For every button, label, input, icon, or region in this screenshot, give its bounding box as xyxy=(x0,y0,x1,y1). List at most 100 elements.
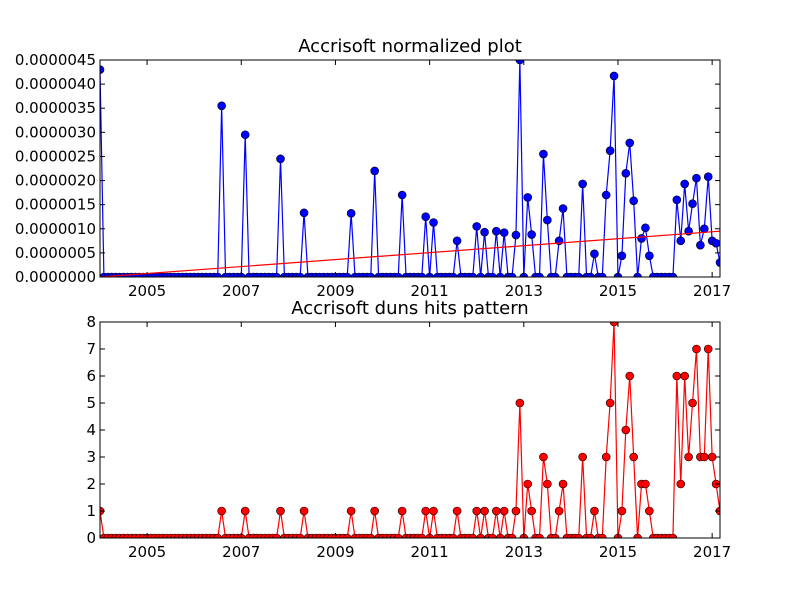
plot-area xyxy=(100,322,740,538)
data-point xyxy=(590,249,599,259)
data-point xyxy=(488,272,497,277)
data-point xyxy=(719,536,720,538)
x-tick-label: 2011 xyxy=(411,282,449,300)
data-point xyxy=(633,272,642,277)
data-point xyxy=(625,138,635,148)
data-point xyxy=(732,507,740,515)
data-point xyxy=(421,506,431,516)
data-point xyxy=(550,533,560,538)
data-point xyxy=(342,533,352,538)
data-point xyxy=(217,101,226,111)
data-point xyxy=(680,371,689,381)
y-tick-label: 0.0000025 xyxy=(15,147,96,165)
y-tick-label: 0.0000045 xyxy=(15,51,96,69)
x-tick-label: 2017 xyxy=(693,543,731,561)
data-point xyxy=(393,272,403,277)
data-point xyxy=(645,506,654,516)
data-point xyxy=(637,234,646,243)
data-point xyxy=(680,179,689,189)
data-point xyxy=(586,272,595,277)
data-point xyxy=(621,425,631,435)
data-point xyxy=(515,398,525,408)
chart-title: Accrisoft normalized plot xyxy=(298,36,522,57)
y-tick-label: 1 xyxy=(86,502,96,520)
data-point xyxy=(633,533,642,538)
series-group xyxy=(100,322,740,538)
y-tick-label: 6 xyxy=(86,367,96,385)
data-point xyxy=(429,506,438,516)
data-point xyxy=(492,226,501,236)
data-point xyxy=(692,173,701,183)
data-point xyxy=(539,149,548,159)
data-point xyxy=(535,533,544,538)
data-point xyxy=(728,507,736,515)
data-point xyxy=(295,272,305,277)
data-point xyxy=(213,533,223,538)
data-point xyxy=(276,506,285,516)
data-point xyxy=(511,230,521,240)
data-point xyxy=(719,275,720,277)
data-point xyxy=(543,479,552,489)
data-point xyxy=(523,479,533,489)
data-point xyxy=(621,169,631,178)
data-point xyxy=(535,272,544,277)
data-point xyxy=(468,272,478,277)
data-point xyxy=(480,506,489,516)
data-point xyxy=(527,506,536,516)
y-tick-label: 0.0000010 xyxy=(15,220,96,238)
data-point xyxy=(707,452,717,462)
data-point xyxy=(342,272,352,277)
data-point xyxy=(684,452,693,462)
y-tick-label: 0.0000000 xyxy=(15,268,96,286)
data-point xyxy=(370,166,379,176)
series-group xyxy=(100,60,740,277)
y-tick-label: 4 xyxy=(86,421,96,439)
axis-ticks: 0.0000000 0.0000005 0.0000010 0.0000015 0.00… xyxy=(15,51,731,300)
data-point xyxy=(597,272,607,277)
y-tick-label: 0.0000015 xyxy=(15,196,96,214)
data-point xyxy=(472,222,482,231)
data-point xyxy=(728,254,736,262)
data-point xyxy=(370,506,379,516)
y-tick-label: 0 xyxy=(86,529,96,547)
data-point xyxy=(597,533,607,538)
data-point xyxy=(397,506,407,516)
data-point xyxy=(213,272,223,277)
y-tick-label: 0.0000035 xyxy=(15,99,96,117)
y-tick-label: 0.0000005 xyxy=(15,244,96,262)
data-point xyxy=(578,179,587,189)
y-tick-label: 2 xyxy=(86,475,96,493)
x-tick-label: 2011 xyxy=(411,543,449,561)
data-point xyxy=(217,506,226,516)
data-point xyxy=(527,230,536,239)
data-point xyxy=(507,272,517,277)
data-point xyxy=(240,130,250,140)
data-point xyxy=(668,533,678,538)
y-tick-label: 3 xyxy=(86,448,96,466)
duns-hits-chart: Accrisoft duns hits pattern 0 1 2 3 4 5 6 7 8 200… xyxy=(86,298,740,561)
data-point xyxy=(641,479,650,489)
data-point xyxy=(543,215,552,225)
data-point xyxy=(696,240,705,250)
axes-frame xyxy=(99,59,721,278)
x-tick-label: 2009 xyxy=(316,282,354,300)
data-point xyxy=(692,344,701,354)
data-point xyxy=(346,506,356,516)
data-point xyxy=(590,506,599,516)
data-point xyxy=(366,272,376,277)
data-point xyxy=(732,255,740,263)
data-point xyxy=(429,218,438,227)
data-point xyxy=(240,506,250,516)
data-point xyxy=(452,236,462,246)
data-point xyxy=(488,533,497,538)
data-point xyxy=(272,533,281,538)
normalized-plot-chart: Accrisoft normalized plot 0.00000000.000… xyxy=(15,36,740,300)
data-point xyxy=(468,533,478,538)
data-point xyxy=(641,223,650,233)
data-point xyxy=(515,60,525,65)
data-point xyxy=(397,190,407,200)
y-tick-label: 0.0000030 xyxy=(15,123,96,141)
data-point xyxy=(703,172,713,181)
data-point xyxy=(715,258,720,267)
